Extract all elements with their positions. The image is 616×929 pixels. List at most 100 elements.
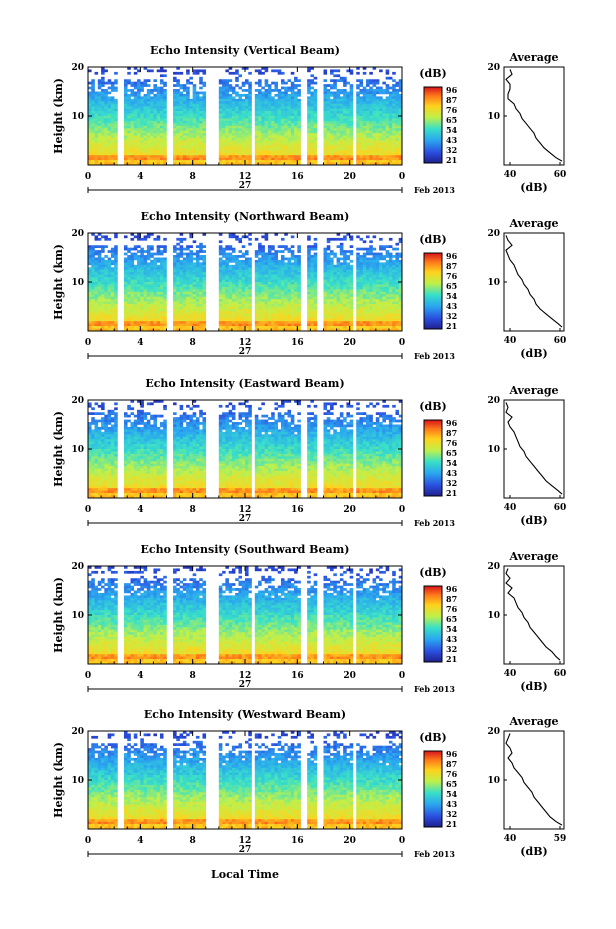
heatmap-cell bbox=[395, 277, 400, 280]
heatmap-cell bbox=[310, 277, 314, 280]
heatmap-cell bbox=[277, 157, 282, 161]
heatmap-cell bbox=[238, 162, 243, 166]
heatmap-cell bbox=[326, 284, 331, 288]
heatmap-cell bbox=[290, 267, 295, 271]
heatmap-cell bbox=[336, 152, 341, 156]
heatmap-cell bbox=[123, 101, 128, 105]
heatmap-cell bbox=[346, 145, 350, 149]
heatmap-cell bbox=[385, 91, 390, 95]
heatmap-cell bbox=[101, 262, 105, 266]
heatmap-cell bbox=[264, 111, 269, 114]
heatmap-cell bbox=[385, 135, 390, 139]
heatmap-cell bbox=[225, 306, 229, 310]
heatmap-cell bbox=[392, 289, 396, 293]
heatmap-cell bbox=[137, 267, 141, 271]
heatmap-cell bbox=[343, 106, 347, 109]
heatmap-cell bbox=[182, 157, 187, 161]
heatmap-cell bbox=[392, 308, 396, 312]
heatmap-cell bbox=[333, 125, 337, 129]
heatmap-cell bbox=[297, 116, 301, 119]
heatmap-cell bbox=[310, 120, 314, 124]
heatmap-cell bbox=[218, 123, 223, 127]
heatmap-cell bbox=[228, 71, 233, 75]
heatmap-cell bbox=[222, 96, 226, 100]
heatmap-cell bbox=[395, 135, 400, 139]
heatmap-cell bbox=[290, 157, 295, 161]
heatmap-cell bbox=[362, 252, 367, 256]
heatmap-cell bbox=[94, 108, 99, 112]
heatmap-cell bbox=[101, 259, 105, 263]
heatmap-cell bbox=[94, 289, 99, 293]
heatmap-cell bbox=[241, 120, 246, 124]
heatmap-cell bbox=[248, 111, 252, 114]
heatmap-cell bbox=[189, 304, 193, 307]
heatmap-cell bbox=[264, 125, 269, 129]
heatmap-cell bbox=[225, 113, 229, 117]
heatmap-cell bbox=[385, 71, 390, 75]
heatmap-cell bbox=[261, 262, 265, 266]
heatmap-cell bbox=[359, 289, 364, 293]
heatmap-cell bbox=[133, 125, 138, 129]
heatmap-cell bbox=[359, 150, 364, 154]
heatmap-cell bbox=[280, 108, 285, 112]
heatmap-cell bbox=[163, 91, 167, 95]
heatmap-cell bbox=[369, 91, 373, 95]
heatmap-cell bbox=[140, 289, 144, 293]
heatmap-cell bbox=[356, 279, 360, 283]
heatmap-cell bbox=[173, 152, 177, 156]
heatmap-cell bbox=[186, 274, 190, 278]
heatmap-cell bbox=[199, 138, 203, 141]
heatmap-cell bbox=[202, 145, 207, 149]
heatmap-cell bbox=[369, 111, 373, 114]
heatmap-cell bbox=[379, 162, 383, 166]
heatmap-cell bbox=[218, 108, 223, 112]
heatmap-cell bbox=[349, 284, 354, 288]
heatmap-cell bbox=[307, 150, 311, 154]
heatmap-cell bbox=[140, 81, 144, 85]
heatmap-cell bbox=[245, 308, 249, 312]
heatmap-cell bbox=[94, 284, 99, 288]
heatmap-cell bbox=[140, 103, 144, 107]
heatmap-cell bbox=[284, 145, 288, 149]
heatmap-cell bbox=[271, 289, 275, 293]
heatmap-cell bbox=[104, 289, 108, 293]
heatmap-cell bbox=[245, 133, 249, 136]
heatmap-cell bbox=[356, 101, 360, 105]
heatmap-cell bbox=[245, 81, 249, 85]
heatmap-cell bbox=[372, 247, 377, 251]
heatmap-cell bbox=[349, 106, 354, 109]
heatmap-cell bbox=[192, 264, 197, 268]
heatmap-cell bbox=[195, 120, 200, 124]
heatmap-cell bbox=[176, 257, 180, 261]
heatmap-cell bbox=[339, 264, 344, 268]
heatmap-cell bbox=[359, 108, 364, 112]
heatmap-cell bbox=[202, 123, 207, 127]
heatmap-cell bbox=[88, 133, 92, 136]
heatmap-cell bbox=[153, 128, 157, 131]
heatmap-cell bbox=[182, 296, 187, 300]
heatmap-cell bbox=[274, 86, 279, 90]
heatmap-cell bbox=[362, 299, 367, 302]
heatmap-cell bbox=[294, 101, 298, 105]
heatmap-cell bbox=[375, 89, 380, 92]
heatmap-cell bbox=[222, 128, 226, 131]
heatmap-cell bbox=[339, 301, 344, 305]
heatmap-cell bbox=[156, 138, 161, 141]
heatmap-cell bbox=[359, 145, 364, 149]
heatmap-cell bbox=[362, 257, 367, 261]
heatmap-cell bbox=[173, 135, 177, 139]
heatmap-cell bbox=[218, 133, 223, 136]
heatmap-cell bbox=[326, 286, 331, 290]
heatmap-cell bbox=[267, 289, 272, 293]
heatmap-cell bbox=[199, 155, 203, 158]
heatmap-cell bbox=[163, 247, 167, 251]
heatmap-cell bbox=[349, 111, 354, 114]
heatmap-cell bbox=[339, 150, 344, 154]
heatmap-cell bbox=[284, 247, 288, 251]
heatmap-cell bbox=[88, 162, 92, 166]
heatmap-cell bbox=[343, 116, 347, 119]
heatmap-cell bbox=[238, 240, 243, 244]
heatmap-cell bbox=[222, 79, 226, 82]
heatmap-cell bbox=[127, 150, 131, 154]
heatmap-cell bbox=[248, 86, 252, 90]
